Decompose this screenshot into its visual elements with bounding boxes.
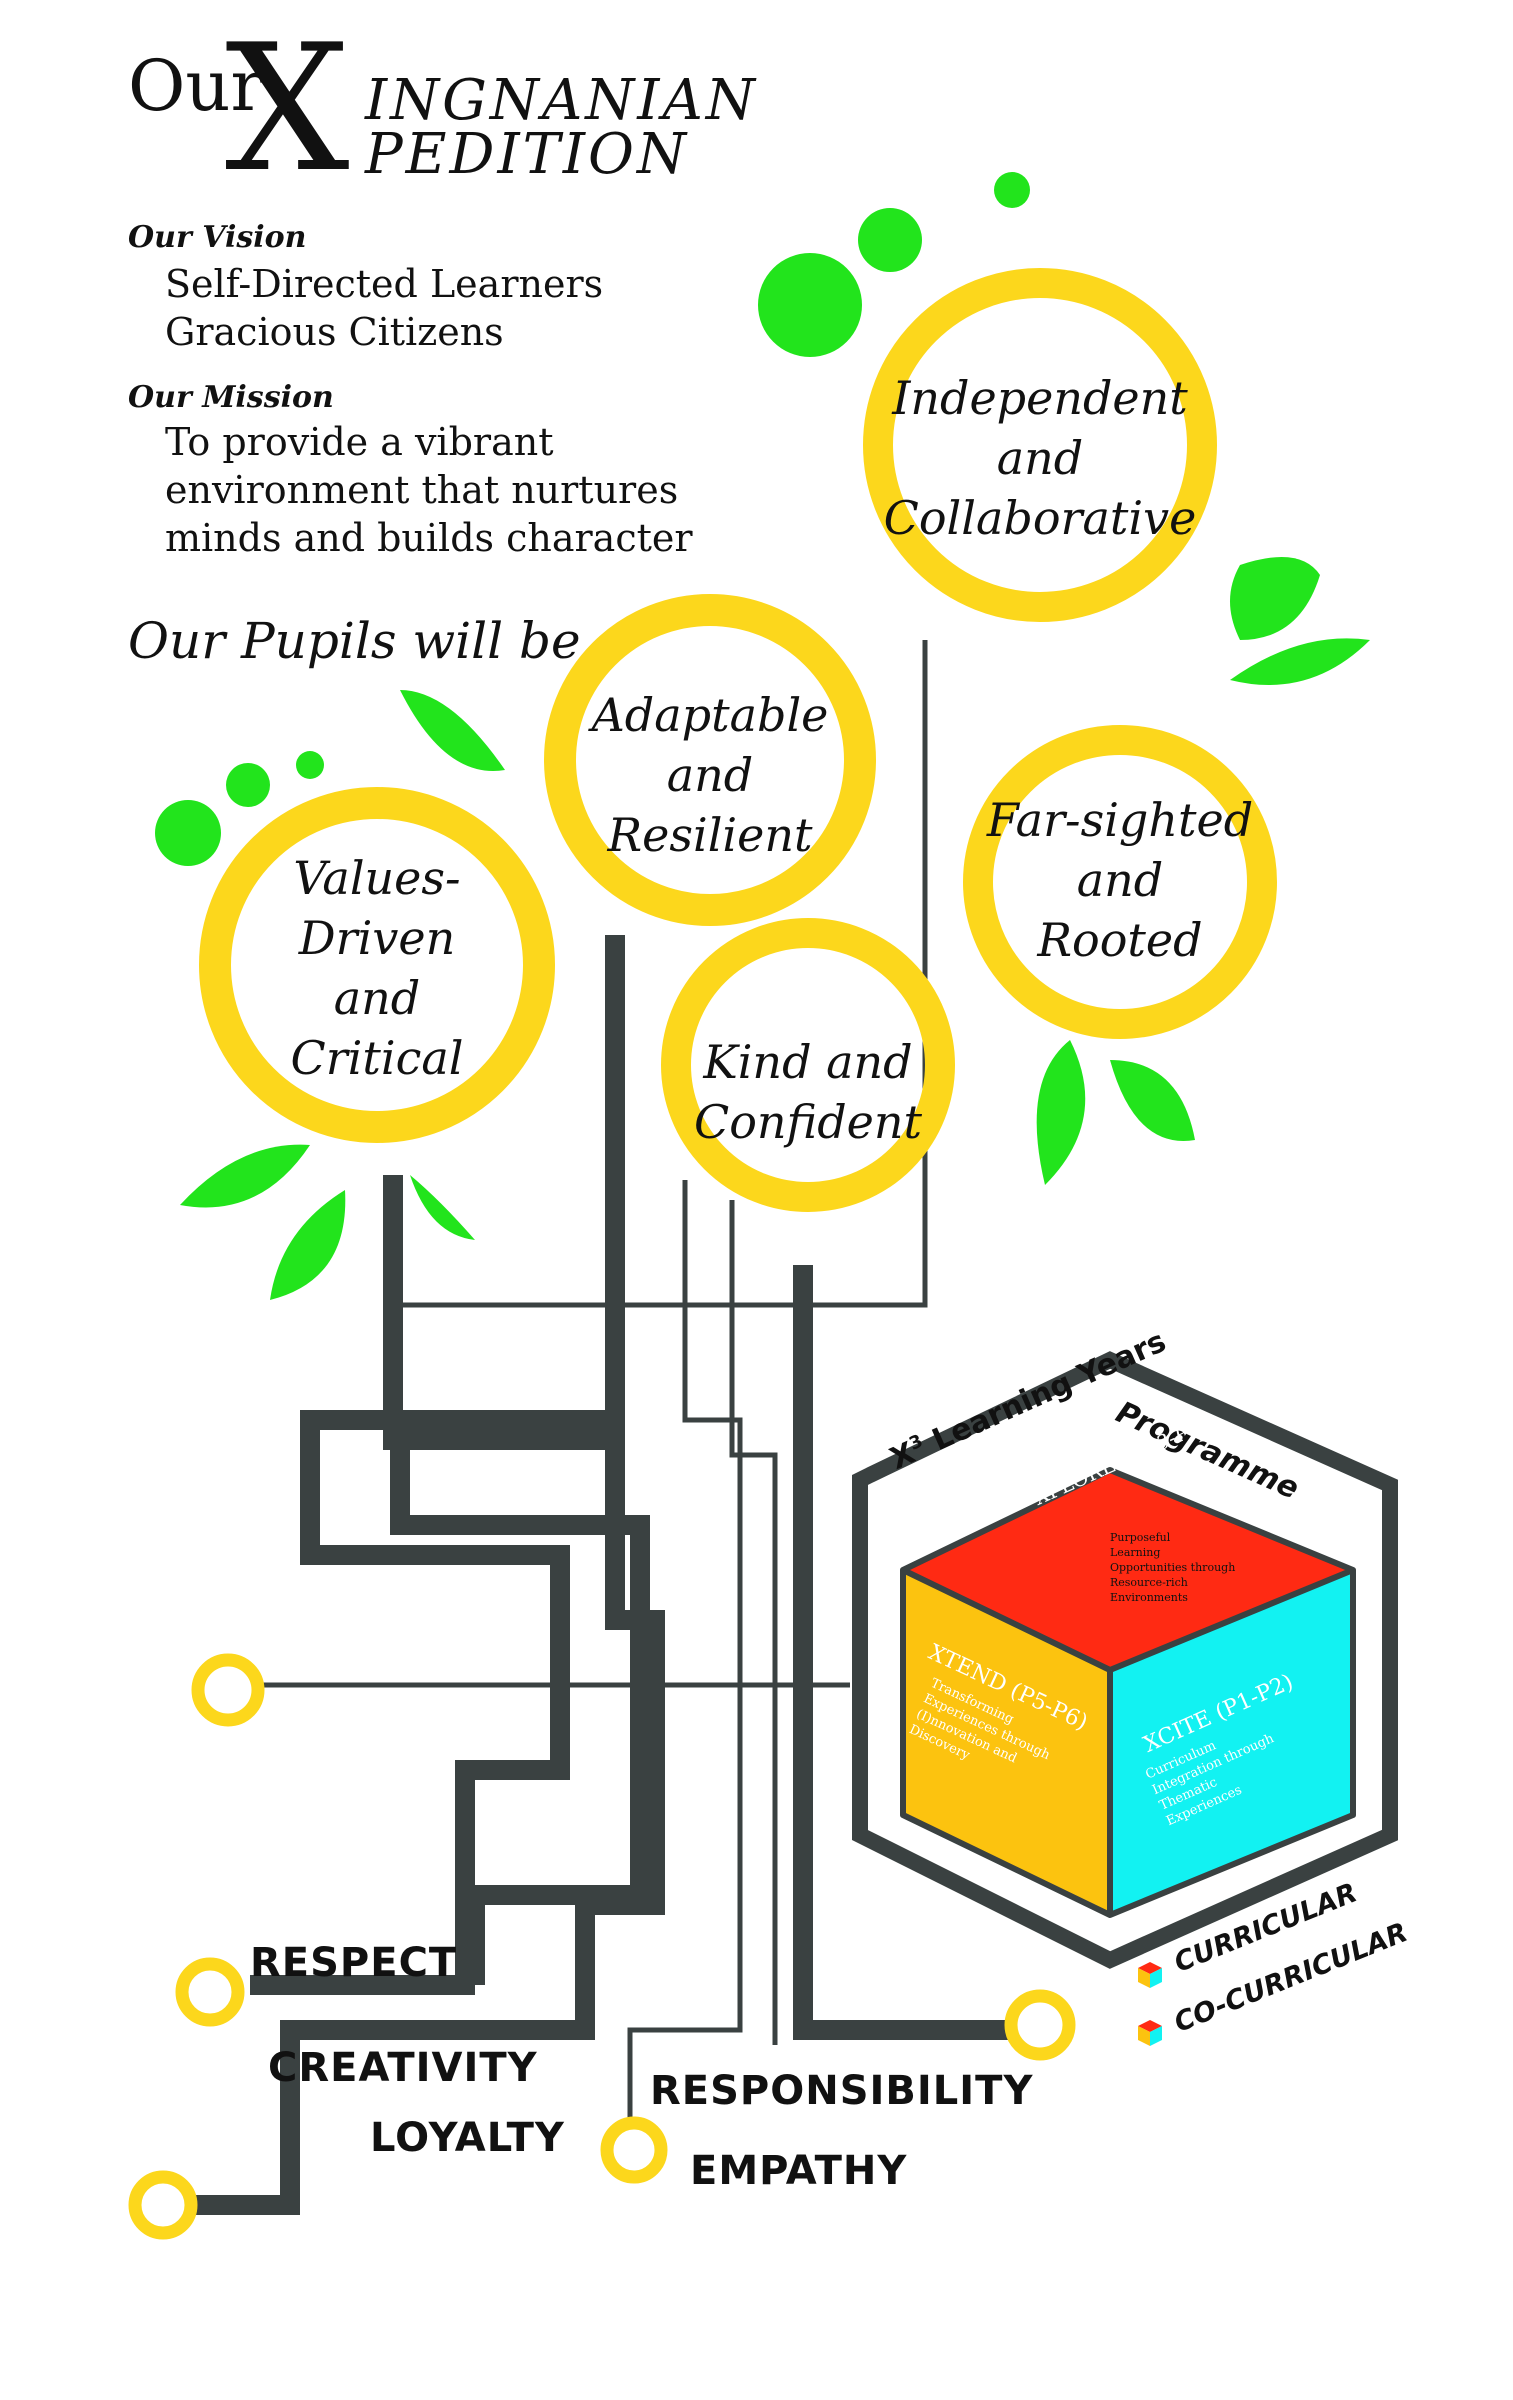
mission-text: To provide a vibrant environment that nu… [165, 418, 693, 562]
outcome-adaptable: Adaptable and Resilient [591, 688, 829, 862]
leaf-icon [180, 1144, 310, 1208]
value-respect: RESPECT [250, 1940, 458, 1986]
leaf-icon [1230, 638, 1370, 685]
vision-heading: Our Vision [128, 220, 307, 255]
value-responsibility: RESPONSIBILITY [650, 2068, 1034, 2114]
dot-icon [226, 763, 270, 807]
mission-line: minds and builds character [165, 516, 693, 560]
thin-tracks [260, 640, 928, 2130]
outcome-far-sighted: Far-sighted and Rooted [986, 793, 1254, 967]
value-empathy: EMPATHY [690, 2148, 908, 2194]
legend-cube-icons [1138, 1962, 1162, 2046]
dot-icon [858, 208, 922, 272]
dot-icon [758, 253, 862, 357]
outcome-kind: Kind and Confident [694, 1035, 922, 1149]
value-creativity: CREATIVITY [268, 2045, 538, 2091]
dot-icon [155, 800, 221, 866]
outcome-values-driven: Values- Driven and Critical [290, 851, 464, 1085]
header-line2: PEDITION [365, 122, 689, 187]
value-loyalty: LOYALTY [370, 2115, 565, 2161]
vision-item: Gracious Citizens [165, 310, 504, 354]
header-big-x: X [225, 8, 350, 211]
mission-heading: Our Mission [128, 380, 334, 415]
leaf-icon [270, 1190, 346, 1300]
outcome-rings [199, 268, 1277, 1212]
xplore-list: Purposeful Learning Opportunities throug… [1110, 1531, 1236, 1604]
header-our: Our [128, 45, 264, 127]
leaf-icon [410, 1175, 475, 1240]
leaf-icon [400, 690, 505, 771]
leaf-icon [1110, 1060, 1195, 1141]
leaf-icon [1036, 1040, 1086, 1185]
pupils-heading: Our Pupils will be [128, 612, 581, 670]
leaf-icon [1230, 557, 1320, 640]
vision-item: Self-Directed Learners [165, 262, 604, 306]
programme-cube [900, 1467, 1356, 1918]
outcome-independent: Independent and Collaborative [883, 371, 1197, 545]
mission-line: To provide a vibrant [165, 420, 554, 464]
thick-tracks [190, 935, 1398, 2215]
vision-list: Self-Directed Learners Gracious Citizens [165, 260, 603, 356]
dot-icon [296, 751, 324, 779]
leaves [155, 172, 1370, 1300]
station-rings [128, 1653, 1076, 2240]
dot-icon [994, 172, 1030, 208]
header-line1: INGNANIAN [365, 68, 758, 133]
mission-line: environment that nurtures [165, 468, 679, 512]
